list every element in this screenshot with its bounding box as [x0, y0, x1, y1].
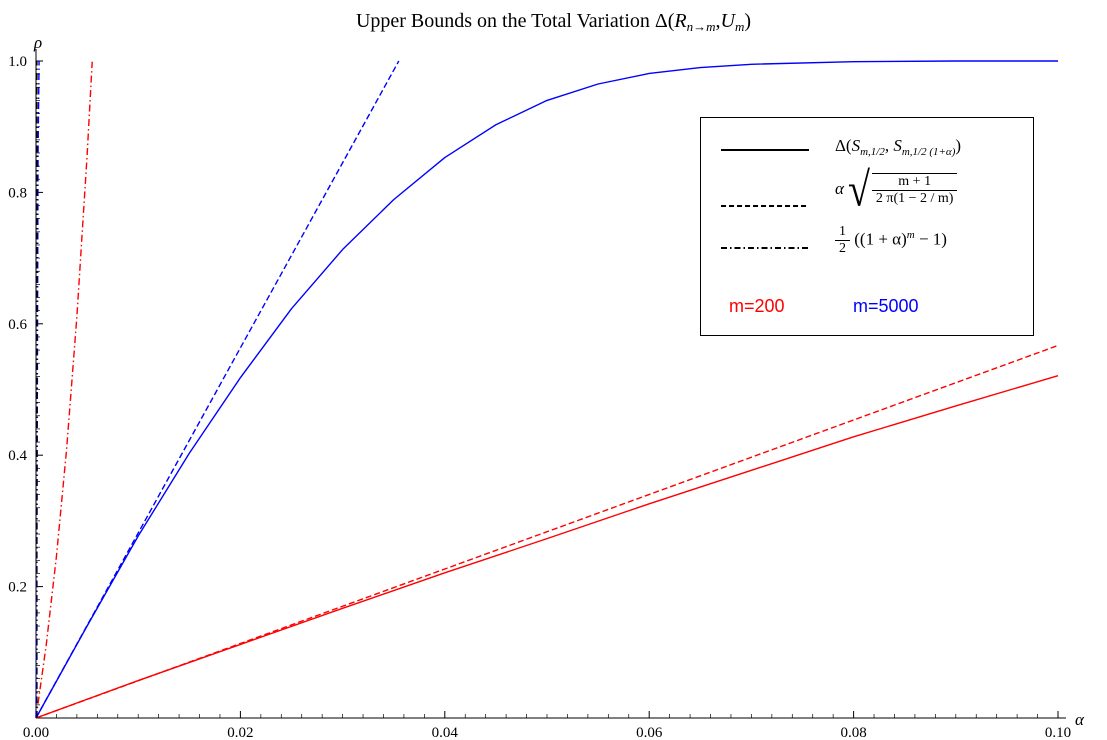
- legend-sqrt-denominator: 2 π(1 − 2 / m): [875, 191, 954, 206]
- x-tick-label: 0.10: [1045, 725, 1071, 740]
- x-tick-label: 0.06: [636, 725, 663, 740]
- x-tick-label: 0.04: [432, 725, 459, 740]
- series-m200-exp-bound: [35, 61, 93, 719]
- title-U: U: [720, 10, 735, 32]
- legend-sqrt-numerator: m + 1: [871, 174, 958, 191]
- y-tick-label: 1.0: [8, 54, 27, 70]
- series-layer: [35, 60, 1059, 719]
- title-suffix: ): [744, 10, 752, 32]
- y-tick-label: 0.2: [8, 580, 27, 596]
- axes: 0.00 0.02 0.04 0.06 0.08 0.10 0.2 0.4 0.6 0.8 1.0 α…: [8, 33, 1085, 740]
- title-R-sub: n→m: [686, 19, 716, 34]
- y-tick-label: 0.4: [8, 448, 27, 464]
- legend-swatch-solid: [721, 149, 809, 151]
- legend-m5000-label: m=5000: [853, 296, 919, 316]
- series-m5000-sqrt-bound: [35, 60, 400, 719]
- x-axis-label: α: [1075, 710, 1085, 729]
- y-tick-label: 0.8: [8, 185, 27, 201]
- series-m200-total-variation: [35, 375, 1059, 719]
- y-axis-label: ρ: [33, 33, 42, 52]
- x-tick-label: 0.08: [840, 725, 866, 740]
- y-tick-label: 0.6: [8, 317, 27, 333]
- title-R: R: [674, 10, 687, 32]
- legend-label-solid: Δ(Sm,1/2, Sm,1/2 (1+α)): [835, 136, 962, 158]
- title-U-sub: m: [734, 19, 745, 34]
- x-tick-label: 0.00: [23, 725, 49, 740]
- title-prefix: Upper Bounds on the Total Variation Δ(: [355, 10, 675, 32]
- legend-m200-label: m=200: [729, 296, 785, 316]
- x-tick-label: 0.02: [227, 725, 253, 740]
- legend-swatch-dashdot: [721, 247, 809, 249]
- legend-swatch-dashed: [721, 205, 809, 207]
- chart-title: Upper Bounds on the Total Variation Δ(Rn…: [355, 10, 752, 34]
- series-m5000-total-variation: [35, 60, 1058, 719]
- series-m200-sqrt-bound: [35, 344, 1059, 719]
